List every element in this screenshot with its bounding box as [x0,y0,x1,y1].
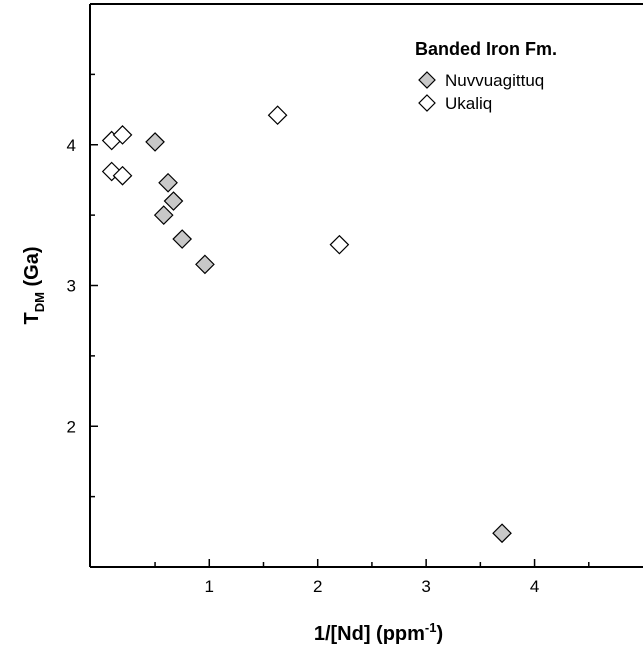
legend-label-nuvvuagittuq: Nuvvuagittuq [445,71,544,90]
legend-items: Nuvvuagittuq Ukaliq [418,71,544,113]
x-tick-label: 2 [313,577,322,596]
x-ticks: 1 2 3 4 [154,559,590,596]
legend: Banded Iron Fm. Nuvvuagittuq Ukaliq [415,39,557,113]
y-ticks: 2 3 4 [67,73,98,498]
plot-area: 1 2 3 4 2 3 4 [67,3,643,596]
data-point-ukaliq [112,125,133,145]
y-axis-title-subscript: DM [32,292,47,312]
data-point-nuvvuagittuq [195,254,215,275]
x-axis-title-superscript: -1 [425,620,437,635]
data-point-ukaliq [267,105,288,126]
x-tick-label: 1 [205,577,214,596]
y-tick-label: 3 [67,277,76,296]
x-tick-label: 4 [530,577,539,596]
x-tick-label: 3 [421,577,430,596]
data-points [101,105,512,544]
x-axis-title-main: 1/[Nd] (ppm [314,623,425,645]
legend-marker-nuvvuagittuq [418,71,436,89]
data-point-nuvvuagittuq [492,523,512,544]
data-point-nuvvuagittuq [172,229,193,249]
y-axis-title: TDM (Ga) [21,247,47,325]
y-tick-label: 2 [67,417,76,436]
y-axis-title-main: T [21,312,43,324]
data-point-ukaliq [329,234,350,255]
x-axis-title-suffix: ) [436,623,443,645]
data-point-ukaliq [112,165,133,186]
y-axis-title-suffix: (Ga) [21,247,43,293]
data-point-nuvvuagittuq [145,132,165,152]
legend-marker-ukaliq [418,94,436,112]
data-point-nuvvuagittuq [153,205,174,225]
legend-title: Banded Iron Fm. [415,39,557,59]
x-axis-title: 1/[Nd] (ppm-1) [314,620,443,645]
data-point-nuvvuagittuq [163,191,184,211]
data-point-nuvvuagittuq [158,172,178,193]
y-tick-label: 4 [67,136,76,155]
legend-label-ukaliq: Ukaliq [445,94,492,113]
